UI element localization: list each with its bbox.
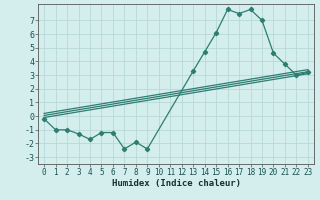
X-axis label: Humidex (Indice chaleur): Humidex (Indice chaleur) <box>111 179 241 188</box>
